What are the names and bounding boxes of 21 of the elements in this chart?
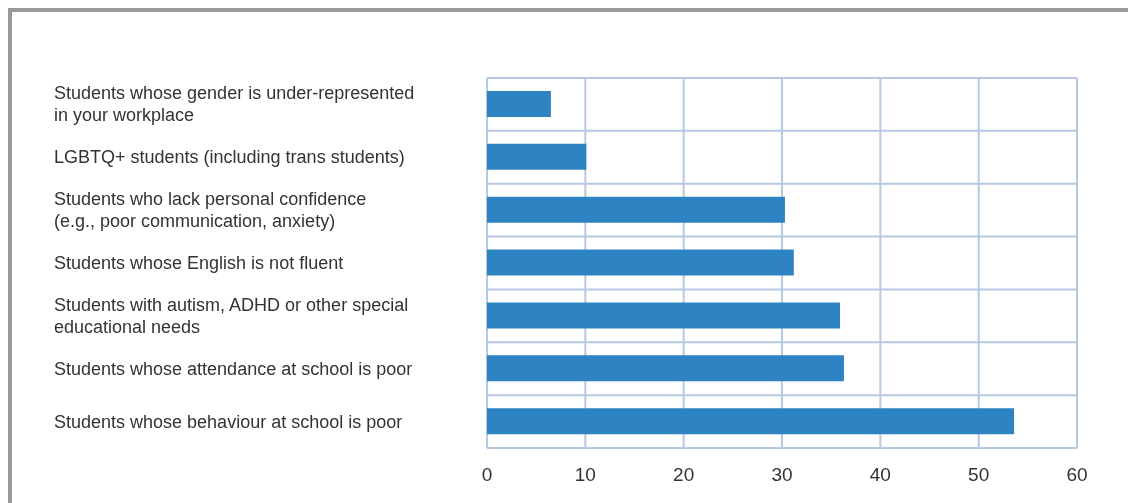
bar — [487, 355, 844, 382]
bar — [487, 408, 1015, 435]
bar — [487, 302, 841, 329]
y-tick-label: Students whose behaviour at school is poor — [54, 411, 403, 432]
x-tick-label: 40 — [869, 464, 891, 486]
x-tick-label: 20 — [673, 464, 695, 486]
y-tick-label: Students whose attendance at school is poor — [54, 358, 413, 379]
x-tick-label: 0 — [481, 464, 493, 486]
bar — [487, 91, 551, 117]
x-tick-label: 60 — [1066, 464, 1088, 486]
y-tick-label: Students who lack personal confidence (e.g., poor communication, anxiety) — [54, 189, 367, 232]
x-tick-label: 10 — [574, 464, 596, 486]
y-tick-label: Students whose gender is under-represented in your workplace — [54, 83, 415, 126]
y-tick-label: LGBTQ+ students (including trans students) — [54, 147, 405, 168]
bar — [487, 249, 794, 276]
y-tick-label: Students whose English is not fluent — [54, 253, 344, 273]
x-tick-label: 30 — [771, 464, 793, 486]
bar — [487, 196, 785, 223]
x-tick-label: 50 — [968, 464, 990, 486]
y-tick-label: Students with autism, ADHD or other special educational needs — [54, 294, 409, 337]
bar — [487, 143, 587, 170]
